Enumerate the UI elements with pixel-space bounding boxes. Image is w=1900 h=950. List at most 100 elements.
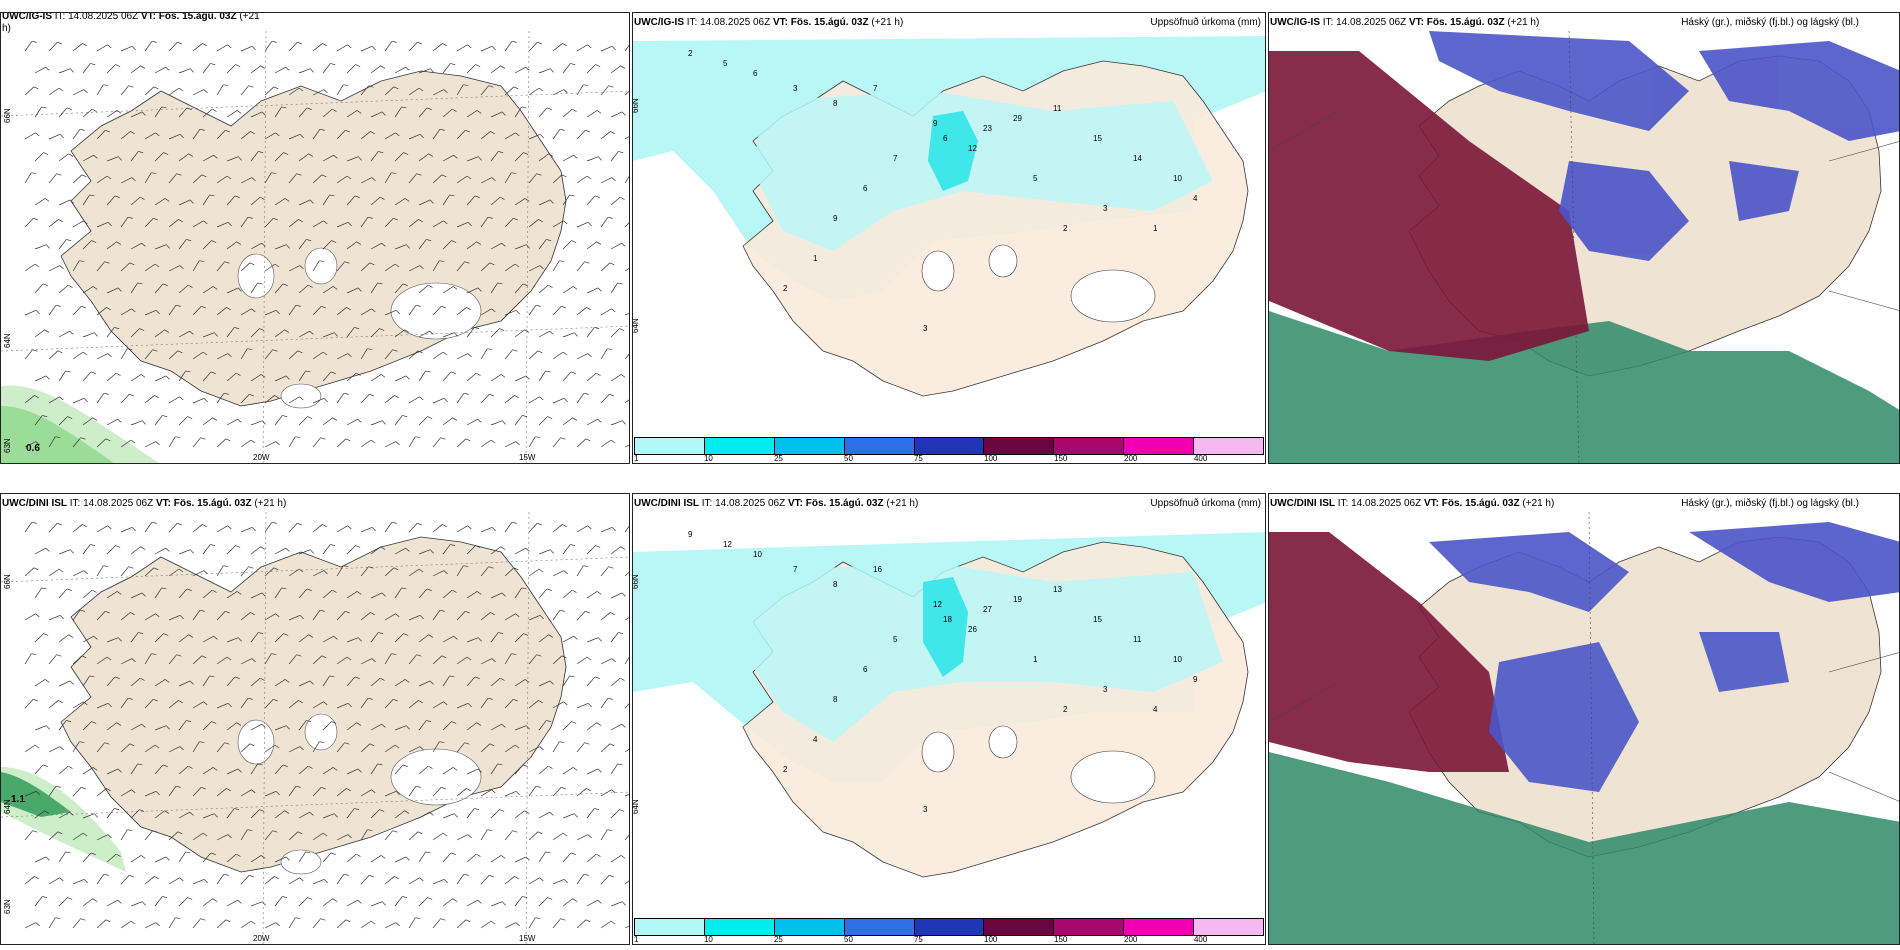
precip-value-label: 2 xyxy=(1063,224,1068,233)
wind-barb-feather xyxy=(322,524,327,528)
wind-barb xyxy=(240,45,253,52)
wind-barb xyxy=(442,63,451,74)
wind-barb-feather xyxy=(273,698,279,702)
wind-barb xyxy=(576,610,586,621)
wind-barb xyxy=(346,768,359,775)
wind-barb xyxy=(58,68,71,74)
wind-barb-feather xyxy=(418,568,424,573)
wind-barb-feather xyxy=(55,304,61,307)
wind-barb-feather xyxy=(343,392,349,395)
wind-barb-feather xyxy=(260,546,266,550)
wind-barb-feather xyxy=(152,830,158,833)
wind-barb-feather xyxy=(299,615,304,620)
wind-barb xyxy=(312,397,325,404)
wind-barb xyxy=(58,588,68,599)
wind-barb-feather xyxy=(440,437,446,440)
wind-barb-feather xyxy=(355,64,361,67)
precip-colorbar: 1 10 25 50 75 100 150 200 400 xyxy=(633,916,1265,944)
wind-barb xyxy=(538,68,551,74)
wind-barb xyxy=(586,241,597,250)
wind-barb-feather xyxy=(127,697,133,700)
wind-barb xyxy=(576,84,584,96)
wind-barb-feather xyxy=(464,742,470,745)
wind-barb-feather xyxy=(251,308,256,313)
wind-barb-feather xyxy=(511,172,517,174)
wind-barb-feather xyxy=(104,261,110,264)
wind-barb xyxy=(576,656,588,665)
wind-barb-feather xyxy=(33,86,39,90)
wind-barb xyxy=(96,392,105,404)
wind-barb xyxy=(384,86,395,96)
wind-barb-feather xyxy=(138,632,144,635)
colorbar-swatch xyxy=(704,438,775,454)
wind-barb xyxy=(192,397,205,404)
wind-barb-feather xyxy=(427,284,433,288)
colorbar-tick: 150 xyxy=(1054,935,1068,944)
wind-barb-feather xyxy=(92,286,98,290)
wind-barb xyxy=(576,525,588,533)
wind-barb-feather xyxy=(370,920,376,925)
wind-barb-feather xyxy=(539,615,544,620)
wind-barb xyxy=(202,417,213,426)
wind-barb-feather xyxy=(476,591,482,595)
wind-barb-feather xyxy=(594,195,600,198)
wind-barb-feather xyxy=(237,899,242,904)
wind-barb-feather xyxy=(319,741,325,743)
mid-cloud-patches xyxy=(1429,31,1899,261)
wind-barb-feather xyxy=(306,588,312,591)
precip-value-label: 29 xyxy=(1013,114,1022,123)
colorbar-tick: 75 xyxy=(913,454,923,463)
wind-barb xyxy=(34,375,47,382)
wind-barb-feather xyxy=(166,725,170,730)
wind-barb-feather xyxy=(259,809,265,812)
wind-barb-feather xyxy=(211,721,217,724)
wind-barb-feather xyxy=(332,898,338,902)
wind-barb-feather xyxy=(502,901,506,906)
wind-barb-feather xyxy=(587,703,592,708)
wind-barb-feather xyxy=(165,856,170,861)
wind-barb xyxy=(288,917,296,929)
wind-barb xyxy=(178,416,188,426)
wind-barb-feather xyxy=(395,922,400,927)
wind-barb-feather xyxy=(131,177,136,182)
wind-barb xyxy=(562,194,570,206)
wind-barb xyxy=(264,876,275,885)
colorbar-swatch xyxy=(1124,438,1195,454)
wind-barb-feather xyxy=(306,720,312,723)
wind-barb-feather xyxy=(560,437,566,440)
wind-barb xyxy=(82,371,92,382)
wind-barb xyxy=(600,216,609,228)
wind-barb-feather xyxy=(452,417,458,421)
wind-barb xyxy=(610,809,620,819)
wind-barb xyxy=(456,525,468,533)
wind-barb xyxy=(370,723,382,731)
wind-barb-feather xyxy=(451,240,457,243)
wind-barb-feather xyxy=(247,697,253,700)
wind-barb xyxy=(490,374,502,382)
wind-barb xyxy=(514,329,525,338)
wind-barb-feather xyxy=(583,84,589,86)
wind-barb-feather xyxy=(560,918,566,921)
wind-barb-feather xyxy=(426,107,432,110)
panel-variable-label: Uppsöfnuð úrkoma (mm) xyxy=(1150,498,1261,509)
wind-barb-feather xyxy=(236,722,242,726)
wind-barb xyxy=(216,788,227,797)
wind-barb xyxy=(360,566,369,577)
wind-barb-feather xyxy=(357,768,362,773)
wind-barb xyxy=(322,154,334,162)
wind-barb xyxy=(58,239,67,250)
wind-barb xyxy=(394,329,405,338)
wind-barb xyxy=(466,637,479,643)
wind-barb xyxy=(298,811,310,819)
wind-barb-feather xyxy=(58,568,64,573)
wind-barb xyxy=(538,851,546,863)
wind-barb xyxy=(130,374,142,382)
wind-barb xyxy=(288,568,300,577)
wind-barb xyxy=(336,261,345,272)
wind-barb-feather xyxy=(69,330,74,335)
wind-barb-feather xyxy=(546,239,552,242)
wind-barb-feather xyxy=(525,66,530,71)
wind-barb-feather xyxy=(610,612,615,616)
wind-barb-feather xyxy=(546,720,552,723)
wind-barb-feather xyxy=(547,897,553,900)
